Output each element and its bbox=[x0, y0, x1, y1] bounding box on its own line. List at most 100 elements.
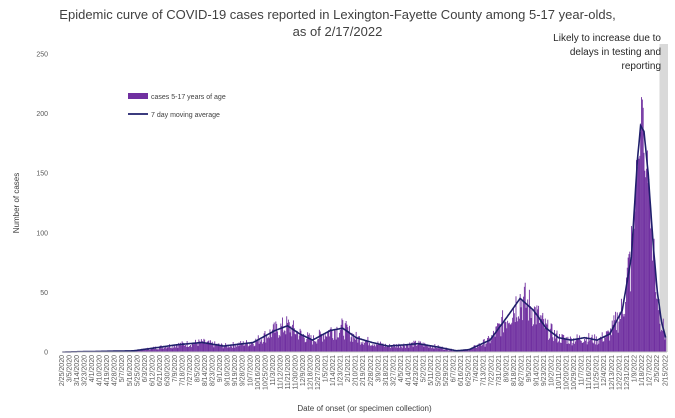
case-bar bbox=[665, 338, 667, 352]
case-bar bbox=[143, 348, 145, 352]
case-bar bbox=[578, 338, 580, 352]
case-bar bbox=[229, 347, 231, 352]
case-bar bbox=[484, 346, 486, 352]
case-bar bbox=[424, 342, 426, 352]
case-bar bbox=[626, 277, 627, 352]
case-bar bbox=[352, 341, 354, 352]
x-tick-label: 7/4/2021 bbox=[473, 355, 480, 382]
case-bar bbox=[659, 323, 661, 352]
x-tick-label: 6/21/2020 bbox=[157, 355, 164, 386]
case-bar bbox=[195, 342, 197, 352]
case-bar bbox=[568, 343, 570, 352]
case-bar bbox=[356, 336, 358, 352]
case-bar bbox=[664, 339, 666, 352]
case-bar bbox=[461, 350, 463, 352]
case-bar bbox=[655, 292, 657, 352]
case-bar bbox=[643, 152, 645, 352]
case-bar bbox=[487, 335, 489, 352]
case-bar bbox=[254, 345, 256, 352]
legend-swatch-cases bbox=[128, 93, 148, 99]
case-bar bbox=[441, 348, 442, 352]
case-bar bbox=[654, 260, 656, 352]
case-bar bbox=[446, 347, 447, 352]
case-bar bbox=[323, 334, 324, 352]
case-bar bbox=[405, 344, 407, 352]
case-bar bbox=[535, 324, 537, 352]
case-bar bbox=[652, 240, 654, 352]
case-bar bbox=[580, 340, 582, 352]
case-bar bbox=[268, 338, 270, 352]
case-bar bbox=[313, 335, 314, 352]
case-bar bbox=[349, 341, 351, 352]
case-bar bbox=[528, 320, 529, 352]
case-bar bbox=[541, 315, 543, 352]
case-bar bbox=[617, 332, 619, 352]
case-bar bbox=[550, 323, 552, 352]
case-bar bbox=[270, 332, 272, 352]
case-bars bbox=[80, 97, 667, 352]
x-tick-label: 6/7/2021 bbox=[451, 355, 458, 382]
y-tick-label: 100 bbox=[36, 230, 48, 237]
case-bar bbox=[649, 197, 651, 352]
x-tick-label: 9/23/2021 bbox=[541, 355, 548, 386]
case-bar bbox=[361, 343, 363, 352]
case-bar bbox=[331, 330, 333, 352]
case-bar bbox=[579, 335, 581, 352]
case-bar bbox=[179, 344, 181, 352]
case-bar bbox=[421, 345, 423, 352]
case-bar bbox=[415, 340, 417, 352]
x-tick-label: 11/30/2020 bbox=[293, 355, 300, 390]
case-bar bbox=[199, 341, 201, 352]
case-bar bbox=[625, 301, 627, 352]
case-bar bbox=[532, 326, 534, 352]
case-bar bbox=[614, 320, 616, 352]
case-bar bbox=[405, 347, 406, 352]
case-bar bbox=[226, 344, 227, 352]
case-bar bbox=[188, 346, 190, 352]
x-tick-label: 6/30/2020 bbox=[164, 355, 171, 386]
case-bar bbox=[275, 321, 277, 352]
case-bar bbox=[365, 340, 367, 352]
x-tick-label: 1/27/2022 bbox=[646, 355, 653, 386]
case-bar bbox=[560, 342, 562, 352]
case-bar bbox=[277, 337, 279, 352]
case-bar bbox=[651, 221, 652, 352]
case-bar bbox=[536, 305, 538, 352]
case-bar bbox=[306, 338, 308, 352]
case-bar bbox=[282, 317, 283, 352]
case-bar bbox=[359, 344, 361, 352]
case-bar bbox=[494, 336, 496, 352]
chart-axes: 0 50 100 150 200 250 Number of cases Date of on… bbox=[12, 52, 669, 414]
case-bar bbox=[302, 334, 304, 352]
case-bar bbox=[529, 306, 531, 352]
case-bar bbox=[397, 345, 399, 352]
case-bar bbox=[231, 346, 232, 352]
case-bar bbox=[400, 346, 402, 352]
y-axis-title: Number of cases bbox=[12, 173, 21, 233]
case-bar bbox=[554, 338, 556, 352]
case-bar bbox=[399, 347, 401, 352]
case-bar bbox=[250, 344, 252, 352]
x-tick-label: 3/18/2021 bbox=[383, 355, 390, 386]
case-bar bbox=[138, 349, 140, 352]
case-bar bbox=[264, 331, 266, 352]
case-bar bbox=[164, 346, 166, 352]
case-bar bbox=[517, 321, 519, 352]
case-bar bbox=[187, 346, 189, 352]
case-bar bbox=[410, 344, 412, 352]
chart-title-line1: Epidemic curve of COVID-19 cases reporte… bbox=[59, 7, 616, 22]
case-bar bbox=[173, 347, 175, 352]
case-bar bbox=[639, 155, 641, 352]
x-tick-label: 9/28/2020 bbox=[240, 355, 247, 386]
case-bar bbox=[155, 348, 157, 352]
case-bar bbox=[286, 316, 288, 352]
case-bar bbox=[378, 344, 380, 352]
case-bar bbox=[353, 334, 355, 352]
case-bar bbox=[335, 339, 337, 352]
case-bar bbox=[478, 343, 480, 352]
case-bar bbox=[236, 346, 237, 352]
case-bar bbox=[574, 341, 576, 352]
case-bar bbox=[350, 337, 352, 352]
case-bar bbox=[221, 344, 223, 352]
reporting-delay-shading bbox=[659, 44, 668, 352]
